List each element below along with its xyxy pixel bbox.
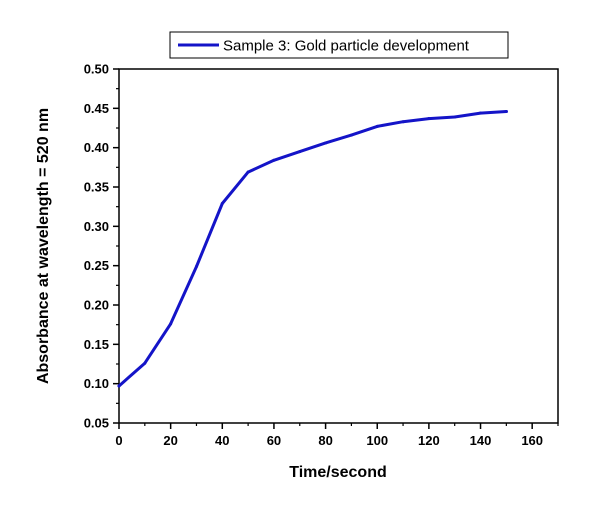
y-tick-label: 0.45	[84, 101, 109, 116]
data-point	[504, 109, 508, 113]
x-axis: 0 20 40 60 80 100 120 140 160	[115, 423, 559, 448]
y-tick-label: 0.15	[84, 337, 109, 352]
data-point	[479, 111, 483, 115]
data-point	[143, 361, 147, 365]
x-tick-label: 100	[366, 433, 388, 448]
data-point	[375, 124, 379, 128]
x-tick-label: 120	[418, 433, 440, 448]
y-tick-label: 0.05	[84, 416, 109, 431]
data-point	[169, 322, 173, 326]
x-tick-label: 20	[163, 433, 177, 448]
x-tick-label: 160	[521, 433, 543, 448]
x-tick-label: 140	[470, 433, 492, 448]
y-axis-title: Absorbance at wavelength = 520 nm	[35, 108, 52, 384]
data-point	[194, 264, 198, 268]
legend: Sample 3: Gold particle development	[169, 31, 509, 59]
data-point	[117, 384, 121, 388]
legend-box	[169, 31, 509, 59]
y-tick-label: 0.10	[84, 376, 109, 391]
y-tick-label: 0.50	[84, 62, 109, 77]
y-tick-label: 0.35	[84, 180, 109, 195]
y-axis: 0.05 0.10 0.15 0.20 0.25 0.30 0.35 0.40 0.45 0.50	[84, 62, 119, 431]
data-point	[453, 115, 457, 119]
series-layer	[117, 109, 508, 388]
series-line	[117, 110, 508, 388]
data-point	[298, 150, 302, 154]
x-tick-label: 80	[318, 433, 332, 448]
data-point	[349, 133, 353, 137]
data-point	[324, 141, 328, 145]
data-point	[220, 202, 224, 206]
y-tick-label: 0.20	[84, 298, 109, 313]
legend-label: Sample 3: Gold particle development	[223, 38, 470, 55]
y-tick-label: 0.30	[84, 219, 109, 234]
x-tick-label: 40	[215, 433, 229, 448]
data-point	[246, 170, 250, 174]
plot-area	[118, 68, 559, 424]
y-tick-label: 0.25	[84, 258, 109, 273]
x-tick-label: 60	[267, 433, 281, 448]
data-point	[401, 120, 405, 124]
y-tick-label: 0.40	[84, 140, 109, 155]
x-tick-label: 0	[115, 433, 122, 448]
x-axis-title: Time/second	[289, 464, 387, 481]
data-point	[272, 158, 276, 162]
data-point	[427, 117, 431, 121]
plot-frame	[118, 68, 559, 424]
